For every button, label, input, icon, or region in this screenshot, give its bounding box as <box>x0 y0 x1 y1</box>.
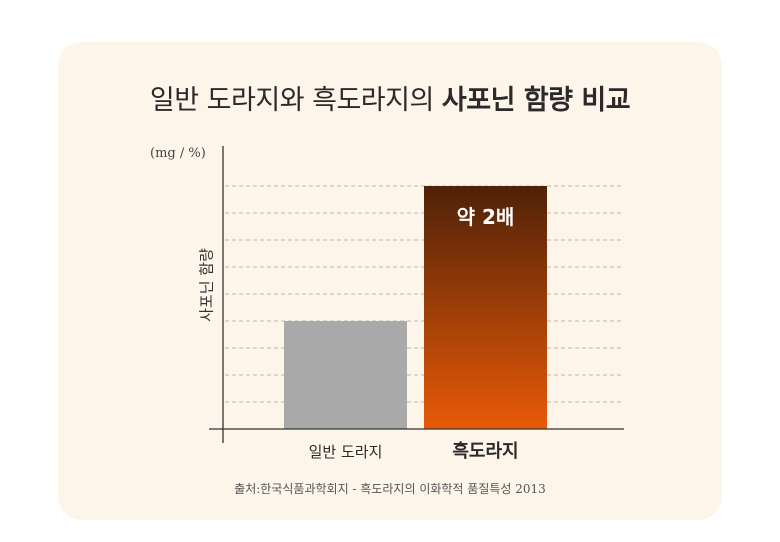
bars: 약 2배 <box>284 186 547 429</box>
x-tick-label: 흑도라지 <box>452 440 518 462</box>
source-note: 출처:한국식품과학회지 - 흑도라지의 이화학적 품질특성 2013 <box>234 482 546 496</box>
chart-card <box>58 42 722 520</box>
x-tick-label: 일반 도라지 <box>309 443 383 461</box>
axes <box>209 146 624 443</box>
annotation-label: 약 2배 <box>457 205 515 229</box>
title-bold: 사포닌 함량 비교 <box>441 85 631 116</box>
bar-normal-doraji <box>284 321 407 429</box>
unit-label: (mg / %) <box>150 146 206 161</box>
category-labels: 일반 도라지 흑도라지 <box>309 440 519 462</box>
title-light: 일반 도라지와 흑도라지의 <box>149 85 442 116</box>
chart-title: 일반 도라지와 흑도라지의 사포닌 함량 비교 <box>0 78 780 117</box>
bar-black-doraji <box>424 186 547 429</box>
